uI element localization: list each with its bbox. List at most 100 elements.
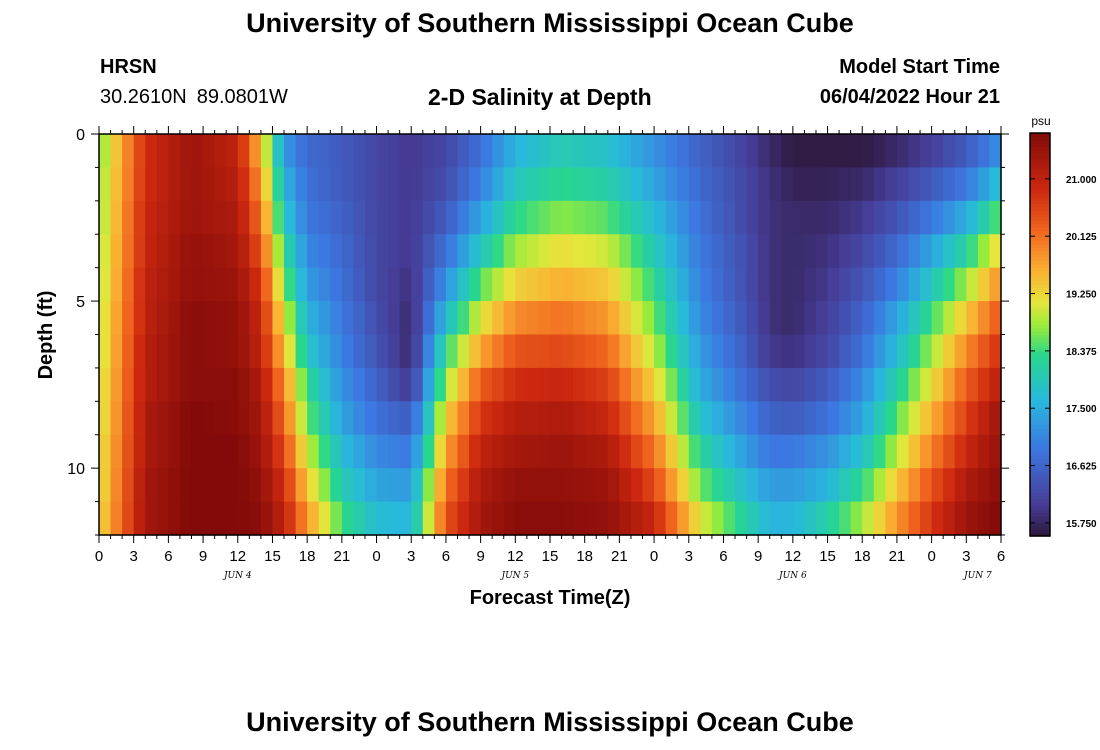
heatmap-cell bbox=[977, 468, 991, 503]
heatmap-cell bbox=[191, 468, 204, 503]
heatmap-cell bbox=[445, 234, 459, 269]
heatmap-cell bbox=[711, 301, 725, 336]
heatmap-cell bbox=[284, 434, 297, 469]
heatmap-cell bbox=[341, 134, 355, 169]
heatmap-cell bbox=[156, 267, 169, 302]
heatmap-cell bbox=[503, 468, 516, 503]
x-tick-label: 0 bbox=[372, 548, 380, 565]
heatmap-cell bbox=[457, 401, 470, 436]
heatmap-cell bbox=[226, 468, 239, 503]
heatmap-cell bbox=[966, 468, 979, 503]
heatmap-cell bbox=[538, 134, 551, 169]
heatmap-cell bbox=[977, 200, 991, 235]
heatmap-cell bbox=[630, 134, 644, 169]
heatmap-cell bbox=[411, 401, 424, 436]
heatmap-cell bbox=[330, 434, 343, 469]
heatmap-cell bbox=[700, 401, 713, 436]
heatmap-cell bbox=[896, 468, 910, 503]
heatmap-cell bbox=[122, 234, 135, 269]
heatmap-cell bbox=[873, 468, 886, 503]
heatmap-cell bbox=[943, 267, 956, 302]
heatmap-cell bbox=[584, 134, 597, 169]
heatmap-cell bbox=[272, 301, 285, 336]
heatmap-cell bbox=[133, 267, 146, 302]
heatmap-cell bbox=[480, 234, 493, 269]
heatmap-cell bbox=[434, 301, 447, 336]
heatmap-cell bbox=[850, 167, 863, 202]
heatmap-cell bbox=[550, 501, 563, 536]
colorbar-segment bbox=[1030, 310, 1050, 315]
heatmap-cell bbox=[977, 301, 991, 336]
heatmap-cell bbox=[503, 267, 516, 302]
heatmap-cell bbox=[156, 434, 169, 469]
heatmap-cell bbox=[989, 200, 1002, 235]
heatmap-cell bbox=[711, 401, 725, 436]
heatmap-cell bbox=[769, 468, 782, 503]
heatmap-cell bbox=[966, 501, 979, 536]
heatmap-cell bbox=[284, 167, 297, 202]
heatmap-cell bbox=[122, 401, 135, 436]
heatmap-cell bbox=[550, 401, 563, 436]
heatmap-cell bbox=[318, 434, 331, 469]
heatmap-cell bbox=[364, 134, 378, 169]
colorbar-segment bbox=[1030, 488, 1050, 493]
heatmap-cell bbox=[804, 301, 817, 336]
heatmap-cell bbox=[920, 501, 933, 536]
heatmap-cell bbox=[538, 367, 551, 402]
heatmap-cell bbox=[480, 401, 493, 436]
heatmap-cell bbox=[550, 134, 563, 169]
heatmap-cell bbox=[561, 501, 574, 536]
heatmap-cell bbox=[422, 301, 435, 336]
heatmap-cell bbox=[908, 501, 921, 536]
heatmap-cell bbox=[341, 267, 355, 302]
heatmap-cell bbox=[318, 401, 331, 436]
heatmap-cell bbox=[630, 468, 644, 503]
heatmap-cell bbox=[445, 501, 459, 536]
heatmap-cell bbox=[550, 468, 563, 503]
heatmap-cell bbox=[168, 468, 181, 503]
heatmap-cell bbox=[642, 200, 655, 235]
heatmap-cell bbox=[827, 367, 840, 402]
heatmap-cell bbox=[873, 401, 886, 436]
heatmap-cell bbox=[677, 200, 690, 235]
heatmap-cell bbox=[711, 167, 725, 202]
heatmap-cell bbox=[665, 367, 678, 402]
heatmap-cell bbox=[341, 301, 355, 336]
heatmap-cell bbox=[99, 501, 112, 536]
heatmap-cell bbox=[584, 301, 597, 336]
heatmap-cell bbox=[758, 367, 771, 402]
colorbar-segment bbox=[1030, 384, 1050, 389]
heatmap-cell bbox=[665, 401, 678, 436]
heatmap-cell bbox=[735, 401, 748, 436]
heatmap-cell bbox=[492, 334, 505, 369]
heatmap-cell bbox=[168, 267, 181, 302]
heatmap-cell bbox=[203, 401, 216, 436]
heatmap-cell bbox=[966, 267, 979, 302]
heatmap-cell bbox=[492, 234, 505, 269]
heatmap-cell bbox=[399, 434, 412, 469]
heatmap-cell bbox=[873, 167, 886, 202]
heatmap-cell bbox=[642, 468, 655, 503]
heatmap-cell bbox=[399, 367, 412, 402]
heatmap-cell bbox=[700, 468, 713, 503]
heatmap-cell bbox=[503, 401, 516, 436]
model-start-label: Model Start Time bbox=[839, 56, 1000, 78]
heatmap-cell bbox=[388, 301, 401, 336]
heatmap-cell bbox=[399, 334, 412, 369]
colorbar-segment bbox=[1030, 388, 1050, 393]
heatmap-cell bbox=[839, 501, 852, 536]
heatmap-cell bbox=[920, 468, 933, 503]
heatmap-cell bbox=[989, 367, 1002, 402]
heatmap-cell bbox=[156, 234, 169, 269]
heatmap-cell bbox=[711, 200, 725, 235]
heatmap-cell bbox=[862, 200, 875, 235]
heatmap-cell bbox=[538, 234, 551, 269]
heatmap-cell bbox=[260, 501, 274, 536]
heatmap-cell bbox=[330, 401, 343, 436]
x-tick-label: 0 bbox=[95, 548, 103, 565]
colorbar-segment bbox=[1030, 240, 1050, 245]
heatmap-cell bbox=[99, 301, 112, 336]
heatmap-cell bbox=[792, 167, 806, 202]
heatmap-cell bbox=[284, 334, 297, 369]
colorbar-segment bbox=[1030, 347, 1050, 352]
